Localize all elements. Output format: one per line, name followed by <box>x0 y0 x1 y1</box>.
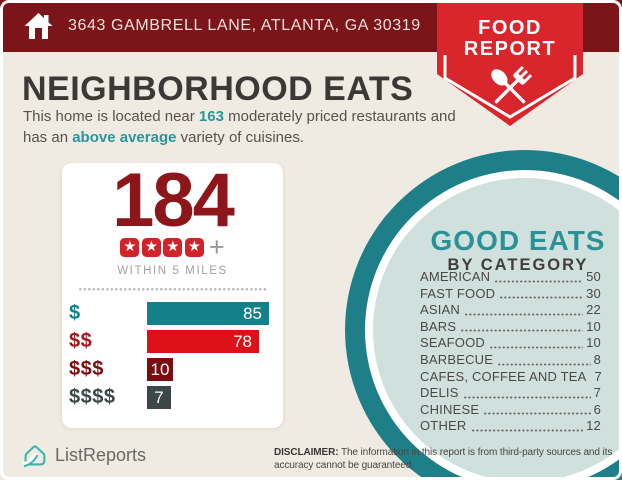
intro-mid: moderately priced restaurants and has an <box>23 108 456 146</box>
price-bar-chart: $ 85 $$ 78 $$$ 10 $$$$ 7 <box>62 302 283 409</box>
category-value: 7 <box>594 368 602 384</box>
category-label: OTHER <box>420 418 467 434</box>
disclaimer: DISCLAIMER: The information in this repo… <box>274 446 618 472</box>
radius-label: WITHIN 5 MILES <box>117 265 228 277</box>
plus-sign: + <box>208 232 225 262</box>
category-label: CAFES, COFFEE AND TEA <box>420 368 587 384</box>
category-value: 7 <box>593 385 601 401</box>
dot-leader <box>489 345 584 349</box>
category-label: SEAFOOD <box>420 335 485 351</box>
dot-leader <box>484 412 591 416</box>
category-label: DELIS <box>420 385 459 401</box>
category-value: 50 <box>586 269 601 284</box>
listreports-house-icon <box>23 445 46 467</box>
category-value: 6 <box>593 401 601 417</box>
variety-highlight: above average <box>72 129 177 146</box>
total-restaurants: 184 <box>112 158 235 243</box>
page-title: NEIGHBORHOOD EATS <box>22 70 414 108</box>
badge-line-1: FOOD <box>478 17 542 39</box>
category-label: BARBECUE <box>420 351 494 367</box>
price-bar: 78 <box>147 330 259 353</box>
property-address: 3643 GAMBRELL LANE, ATLANTA, GA 30319 <box>68 17 421 34</box>
category-label: ASIAN <box>420 302 461 318</box>
price-bar-row: $$$$ 7 <box>62 386 283 409</box>
category-row: ASIAN 22 <box>420 302 601 319</box>
good-eats-subtitle: BY CATEGORY <box>447 256 589 274</box>
star-icon: ★ <box>141 237 161 257</box>
good-eats-circle <box>345 150 622 480</box>
category-list: AMERICAN 50 FAST FOOD 30 ASIAN 22 BARS 10 SE… <box>420 269 602 435</box>
price-bar-value: 85 <box>243 303 262 323</box>
intro-post: variety of cuisines. <box>176 129 305 146</box>
category-value: 10 <box>586 335 601 351</box>
category-row: BARBECUE 8 <box>420 352 601 369</box>
food-report-ribbon: FOOD REPORT <box>437 0 583 126</box>
dot-leader <box>500 296 584 300</box>
category-value: 8 <box>593 351 601 367</box>
spoon-and-fork-icon <box>491 65 533 104</box>
dot-leader <box>465 312 584 316</box>
category-value: 12 <box>586 418 601 434</box>
price-bar-value: 7 <box>154 387 164 407</box>
category-row: BARS 10 <box>420 319 601 336</box>
restaurant-count: 163 <box>198 108 224 125</box>
dot-leader <box>461 329 584 333</box>
price-tier-label: $$$$ <box>69 386 116 408</box>
dot-leader <box>495 279 584 283</box>
category-row: CHINESE 6 <box>420 402 601 419</box>
price-bar-row: $ 85 <box>62 302 283 325</box>
price-bar-row: $$ 78 <box>62 330 283 353</box>
category-label: BARS <box>420 318 457 334</box>
intro-text: This home is located near 163 moderately… <box>23 106 465 148</box>
dot-leader <box>463 395 591 399</box>
category-value: 22 <box>586 302 601 318</box>
price-bar: 7 <box>147 386 171 409</box>
disclaimer-label: DISCLAIMER: <box>274 447 339 458</box>
good-eats-heading: GOOD EATS BY CATEGORY <box>418 226 618 275</box>
category-row: OTHER 12 <box>420 418 601 435</box>
dot-leader <box>471 428 584 432</box>
star-rating: ★ ★ ★ ★ <box>120 237 204 257</box>
category-label: AMERICAN <box>420 269 491 284</box>
good-eats-title: GOOD EATS <box>430 225 606 256</box>
price-bar: 10 <box>147 358 173 381</box>
category-value: 10 <box>586 318 601 334</box>
category-row: SEAFOOD 10 <box>420 335 601 352</box>
price-tier-label: $ <box>69 302 81 324</box>
category-value: 30 <box>586 285 601 301</box>
price-bar-value: 10 <box>150 359 170 379</box>
stats-card: 184 ★ ★ ★ ★ + WITHIN 5 MILES $ 85 $$ 78 $$$… <box>62 163 283 428</box>
star-icon: ★ <box>120 237 140 257</box>
intro-pre: This home is located near <box>23 108 199 125</box>
price-bar: 85 <box>147 302 269 325</box>
category-row: FAST FOOD 30 <box>420 286 601 303</box>
listreports-logo: ListReports <box>23 443 146 467</box>
star-icon: ★ <box>163 237 183 257</box>
price-tier-label: $$$ <box>69 358 104 380</box>
disclaimer-text: The information in this report is from t… <box>274 447 613 471</box>
category-row: DELIS 7 <box>420 385 601 402</box>
category-row: AMERICAN 50 <box>420 269 601 286</box>
badge-line-2: REPORT <box>464 38 556 60</box>
category-row: CAFES, COFFEE AND TEA 7 <box>420 368 602 386</box>
stars-row: ★ ★ ★ ★ + <box>62 232 283 262</box>
price-bar-row: $$$ 10 <box>62 358 283 381</box>
category-label: CHINESE <box>420 401 480 417</box>
price-bar-value: 78 <box>233 331 252 351</box>
home-icon <box>24 13 53 39</box>
category-label: FAST FOOD <box>420 285 496 301</box>
star-icon: ★ <box>184 237 204 257</box>
dot-leader <box>498 362 591 366</box>
brand-name: ListReports <box>55 444 147 465</box>
price-tier-label: $$ <box>69 330 93 352</box>
dotted-divider <box>79 288 268 291</box>
